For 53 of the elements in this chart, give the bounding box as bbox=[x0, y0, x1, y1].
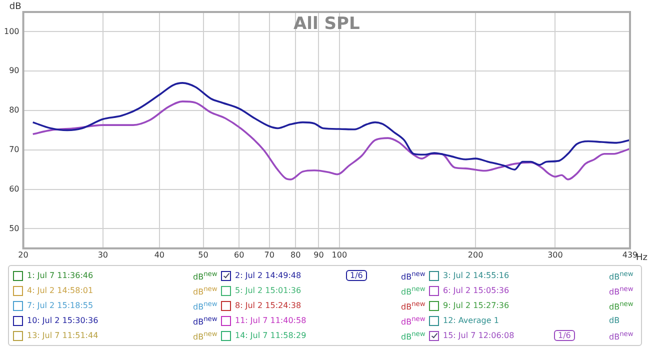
text: 1/6 bbox=[346, 270, 367, 281]
legend-label: 13: Jul 7 11:51:44 bbox=[27, 331, 98, 340]
text: dB$^{new}$ bbox=[401, 330, 426, 342]
text: dB$^{new}$ bbox=[193, 300, 218, 312]
text: dB$^{new}$ bbox=[401, 314, 426, 326]
legend-label: 8: Jul 2 15:24:38 bbox=[235, 301, 302, 310]
x-tick-label: 200 bbox=[468, 250, 484, 260]
text: dB$^{new}$ bbox=[193, 270, 218, 282]
text: dB$^{new}$ bbox=[609, 284, 634, 296]
legend-label: 7: Jul 2 15:18:55 bbox=[27, 301, 94, 310]
x-tick-label: 439 bbox=[622, 250, 638, 260]
legend-label: 15: Jul 7 12:06:08 bbox=[443, 331, 514, 340]
x-tick-label: 50 bbox=[198, 250, 208, 260]
x-tick-label: 90 bbox=[314, 250, 324, 260]
y-tick-label: 60 bbox=[9, 184, 20, 194]
text: 1/6 bbox=[554, 330, 575, 341]
x-tick-label: 80 bbox=[290, 250, 301, 260]
text: dB$^{new}$ bbox=[609, 330, 634, 342]
x-tick-label: 20 bbox=[18, 250, 28, 260]
x-tick-label: 60 bbox=[234, 250, 244, 260]
legend-label: 14: Jul 7 11:58:29 bbox=[235, 331, 306, 340]
legend-label: 4: Jul 2 14:58:01 bbox=[27, 286, 94, 295]
y-tick-label: 80 bbox=[9, 106, 20, 115]
legend-label: 2: Jul 2 14:49:48 bbox=[235, 271, 302, 280]
text: dB$^{new}$ bbox=[401, 300, 426, 312]
legend-label: 3: Jul 2 14:55:16 bbox=[443, 271, 510, 280]
legend-label: 11: Jul 7 11:40:58 bbox=[235, 316, 306, 325]
chart-title: All SPL bbox=[294, 14, 360, 34]
y-axis-title: dB bbox=[9, 2, 22, 12]
text: dB bbox=[609, 316, 620, 325]
text: dB$^{new}$ bbox=[609, 300, 634, 312]
text: dB$^{new}$ bbox=[193, 314, 218, 326]
y-tick-label: 90 bbox=[9, 66, 20, 76]
text: dB$^{new}$ bbox=[609, 270, 634, 282]
y-tick-label: 100 bbox=[4, 26, 20, 36]
text: dB$^{new}$ bbox=[401, 270, 426, 282]
legend-label: 12: Average 1 bbox=[443, 316, 499, 325]
text: dB$^{new}$ bbox=[193, 284, 218, 296]
x-tick-label: 30 bbox=[98, 250, 108, 260]
x-axis-title: Hz bbox=[636, 253, 648, 264]
x-tick-label: 100 bbox=[332, 250, 348, 260]
x-tick-label: 70 bbox=[264, 250, 274, 260]
legend-label: 10: Jul 2 15:30:36 bbox=[27, 316, 98, 325]
legend-label: 5: Jul 2 15:01:36 bbox=[235, 286, 302, 295]
text: dB$^{new}$ bbox=[401, 284, 426, 296]
x-tick-label: 40 bbox=[154, 250, 165, 260]
legend-label: 1: Jul 7 11:36:46 bbox=[27, 271, 94, 280]
y-tick-label: 50 bbox=[9, 224, 20, 233]
legend-label: 6: Jul 2 15:05:36 bbox=[443, 286, 510, 295]
y-tick-label: 70 bbox=[9, 144, 20, 154]
text: dB$^{new}$ bbox=[193, 330, 218, 342]
x-tick-label: 300 bbox=[548, 250, 563, 260]
legend-label: 9: Jul 2 15:27:36 bbox=[443, 301, 510, 310]
